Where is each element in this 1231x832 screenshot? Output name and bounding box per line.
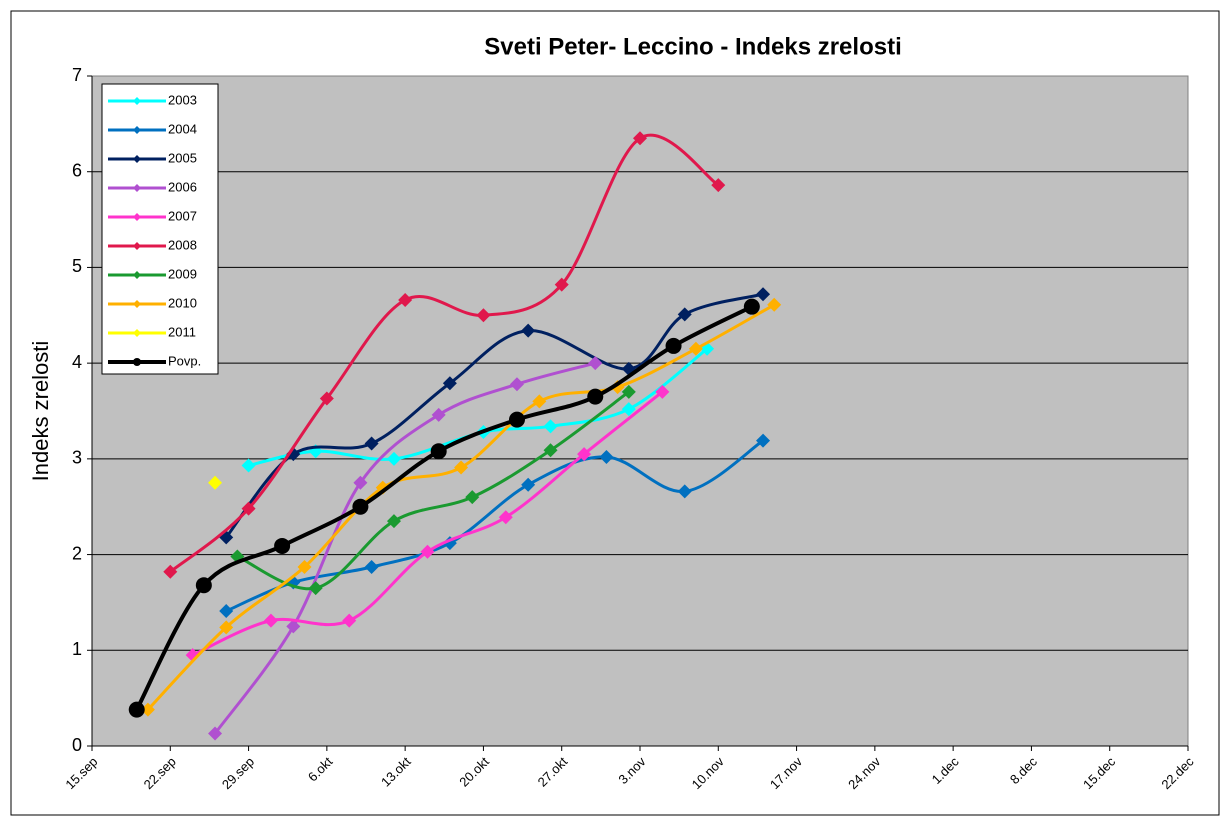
point	[140, 702, 155, 717]
legend-label: 2009	[168, 266, 197, 281]
point	[621, 402, 636, 417]
legend: 2003 2004 2005 2006 2007 2008 2009 2010 2011 Povp…	[101, 83, 219, 375]
legend-label: 2010	[168, 295, 197, 310]
point	[386, 451, 401, 466]
y-axis-label: Indeks zrelosti	[28, 341, 53, 482]
point	[743, 298, 760, 315]
point	[756, 433, 771, 448]
y-tick-label: 7	[72, 65, 82, 85]
legend-box	[101, 83, 219, 375]
point	[398, 292, 413, 307]
legend-label: 2006	[168, 179, 197, 194]
y-tick-label: 6	[72, 160, 82, 180]
y-tick-label: 4	[72, 352, 82, 372]
point	[677, 484, 692, 499]
point	[431, 407, 446, 422]
point	[711, 178, 726, 193]
point	[420, 544, 435, 559]
legend-label: 2011	[168, 324, 196, 339]
point	[633, 131, 647, 146]
legend-label: 2005	[168, 150, 197, 165]
point	[677, 307, 692, 322]
point	[476, 308, 491, 323]
point	[286, 619, 301, 634]
legend-label: 2003	[168, 92, 197, 107]
point	[308, 581, 323, 596]
legend-marker	[133, 300, 141, 308]
legend-marker	[133, 358, 141, 366]
point	[521, 477, 536, 492]
point	[195, 577, 212, 594]
point	[532, 394, 547, 409]
legend-label: 2008	[168, 237, 197, 252]
point	[577, 447, 592, 462]
point	[508, 411, 525, 428]
y-tick-label: 0	[72, 735, 82, 755]
point	[128, 701, 145, 718]
legend-marker	[133, 155, 141, 163]
point	[342, 613, 357, 628]
point	[442, 376, 457, 391]
point	[163, 564, 178, 579]
point	[767, 297, 782, 312]
point	[554, 277, 569, 292]
point	[587, 388, 604, 405]
point	[521, 323, 536, 338]
point	[543, 443, 558, 458]
legend-marker	[133, 184, 141, 192]
point	[756, 287, 771, 302]
legend-label: 2007	[168, 208, 197, 223]
legend-label: 2004	[168, 121, 197, 136]
legend-marker	[133, 213, 141, 221]
point	[588, 356, 603, 371]
point	[599, 449, 614, 464]
y-tick-label: 1	[72, 639, 82, 659]
y-tick-label: 3	[72, 448, 82, 468]
legend-marker	[133, 329, 141, 337]
legend-marker	[133, 97, 141, 105]
legend-marker	[133, 242, 141, 250]
point	[353, 475, 368, 490]
y-tick-label: 2	[72, 543, 82, 563]
point	[208, 726, 223, 741]
plot	[128, 131, 782, 741]
point	[454, 460, 469, 475]
chart-title: Sveti Peter- Leccino - Indeks zrelosti	[484, 33, 901, 60]
point	[219, 604, 234, 619]
point	[655, 384, 670, 399]
legend-marker	[133, 271, 141, 279]
point	[319, 391, 334, 406]
point	[274, 537, 291, 554]
point	[241, 501, 256, 516]
point	[688, 341, 703, 356]
point	[208, 475, 223, 490]
y-tick-label: 5	[72, 256, 82, 276]
point	[241, 458, 256, 473]
legend-label: Povp.	[168, 353, 201, 368]
point	[621, 384, 636, 399]
point	[665, 337, 682, 354]
point	[364, 436, 379, 451]
point	[543, 419, 558, 434]
point	[364, 560, 379, 575]
series-line	[169, 133, 720, 573]
point	[498, 510, 513, 525]
point	[386, 514, 401, 529]
point	[352, 498, 369, 515]
point	[219, 620, 234, 635]
point	[465, 490, 480, 505]
point	[297, 560, 312, 575]
legend-marker	[133, 126, 141, 134]
point	[430, 443, 447, 460]
point	[509, 377, 524, 392]
point	[263, 613, 278, 628]
series-line	[225, 292, 764, 539]
series-line	[236, 390, 630, 591]
